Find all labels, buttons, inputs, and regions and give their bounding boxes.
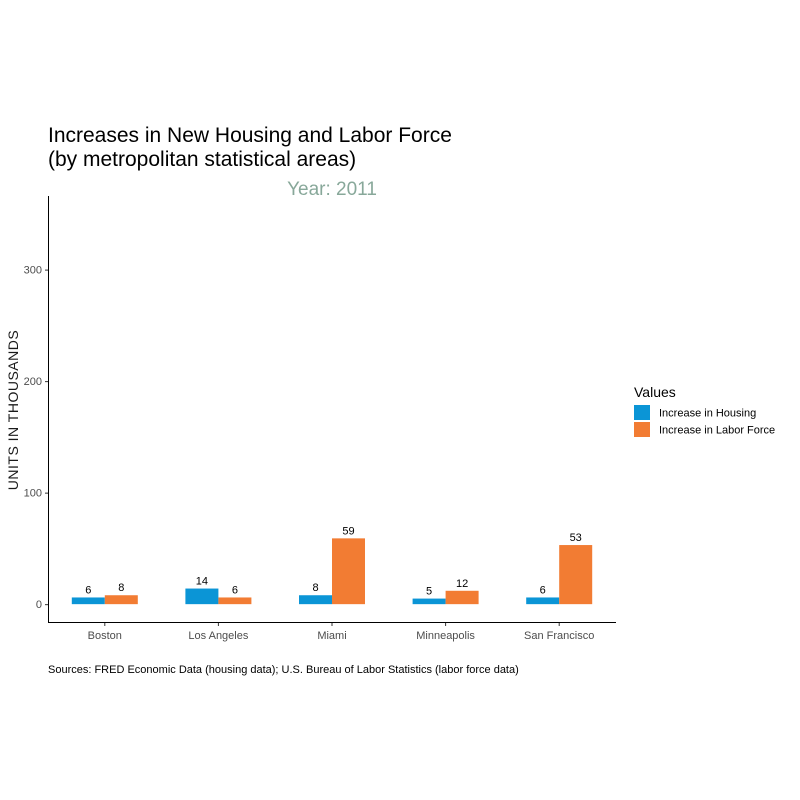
data-label: 8 — [312, 582, 318, 594]
bar-housing — [71, 597, 105, 605]
y-tick-label: 100 — [24, 488, 42, 500]
legend-label: Increase in Housing — [659, 408, 756, 420]
bar-labor-force — [559, 545, 593, 605]
bar-housing — [412, 598, 446, 605]
chart-subtitle: Year: 2011 — [287, 179, 377, 200]
x-tick-label: Minneapolis — [416, 630, 475, 642]
y-tick-label: 200 — [24, 376, 42, 388]
bar-housing — [185, 588, 219, 605]
data-label: 6 — [232, 584, 238, 596]
y-tick-labels: 0 100 200 300 — [24, 265, 48, 611]
chart-title-line2: (by metropolitan statistical areas) — [48, 148, 356, 171]
legend: Values Increase in Housing Increase in La… — [634, 384, 775, 437]
data-label: 59 — [342, 525, 354, 537]
x-tick-label: Boston — [88, 630, 122, 642]
data-label: 53 — [570, 532, 582, 544]
bar-housing — [526, 597, 560, 605]
data-label: 6 — [85, 584, 91, 596]
x-tick-label: Miami — [317, 630, 346, 642]
caption: Sources: FRED Economic Data (housing dat… — [48, 664, 519, 676]
data-label: 14 — [196, 576, 208, 588]
legend-label: Increase in Labor Force — [659, 425, 775, 437]
legend-title: Values — [634, 384, 676, 400]
y-axis-label: UNITS IN THOUSANDS — [5, 330, 21, 490]
x-tick-labels: Boston Los Angeles Miami Minneapolis San Fra… — [88, 622, 594, 642]
x-tick-label: Los Angeles — [188, 630, 248, 642]
bar-labor-force — [445, 590, 479, 605]
data-labels: 6 8 14 6 8 59 5 12 6 53 — [85, 525, 582, 597]
data-label: 6 — [540, 584, 546, 596]
bar-labor-force — [332, 538, 365, 605]
legend-swatch — [634, 422, 650, 437]
bar-labor-force — [104, 595, 138, 605]
data-label: 12 — [456, 578, 468, 590]
bars — [71, 538, 593, 605]
bar-housing — [299, 595, 332, 605]
chart-title-line1: Increases in New Housing and Labor Force — [48, 124, 452, 147]
data-label: 8 — [118, 582, 124, 594]
data-label: 5 — [426, 586, 432, 598]
legend-swatch — [634, 405, 650, 420]
bar-labor-force — [218, 597, 252, 605]
y-tick-label: 0 — [36, 599, 42, 611]
x-tick-label: San Francisco — [524, 630, 594, 642]
y-tick-label: 300 — [24, 265, 42, 277]
